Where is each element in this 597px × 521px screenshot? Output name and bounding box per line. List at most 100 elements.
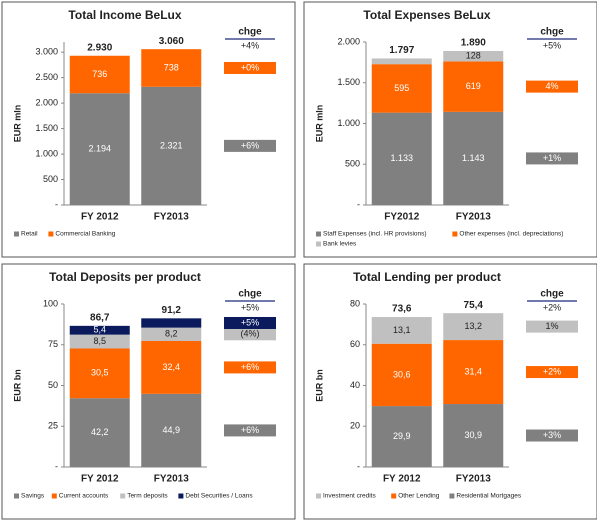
change-box (224, 361, 276, 374)
bar-segment (69, 93, 130, 205)
change-header: chge (540, 27, 564, 38)
change-header: chge (238, 27, 262, 38)
legend-swatch (316, 493, 321, 499)
y-tick-label: - (357, 199, 360, 209)
y-tick-label: 80 (350, 298, 360, 308)
legend-label: Retail (21, 231, 38, 238)
change-box (526, 152, 578, 165)
bar-segment (371, 406, 432, 467)
change-label: +6% (241, 362, 259, 372)
legend-label: Debt Securities / Loans (185, 493, 253, 500)
legend-label: Commercial Banking (55, 231, 115, 238)
bar-segment (371, 58, 432, 65)
total-change: +5% (241, 302, 259, 312)
value-label: 13,2 (464, 321, 482, 331)
value-label: 30,9 (464, 430, 482, 440)
change-box (224, 61, 276, 74)
value-label: 595 (394, 83, 409, 93)
y-tick-label: 40 (350, 380, 360, 390)
legend-swatch (51, 493, 57, 499)
total-label: 1.890 (461, 38, 486, 49)
y-tick-label: - (357, 461, 360, 471)
y-tick-label: 500 (43, 174, 58, 184)
y-axis-label: EUR mln (12, 105, 22, 143)
y-axis-label: EUR bn (314, 369, 324, 402)
panel-border (1, 1, 296, 258)
change-label: (4%) (240, 329, 259, 339)
chart-title: Total Deposits per product (49, 270, 201, 284)
value-label: 5,4 (93, 325, 106, 335)
value-label: 8,2 (165, 329, 178, 339)
bar-segment (443, 61, 504, 112)
bar-segment (69, 55, 130, 94)
bar-segment (141, 327, 202, 342)
change-label: +3% (543, 430, 561, 440)
change-box (526, 366, 578, 379)
legend-label: Current accounts (59, 493, 109, 500)
y-tick-label: - (55, 199, 58, 209)
x-tick-label: FY 2012 (81, 474, 119, 485)
legend-label: Savings (21, 493, 45, 500)
value-label: 44,9 (162, 425, 180, 435)
x-tick-label: FY2012 (384, 212, 419, 223)
change-box (224, 328, 276, 341)
change-label: +2% (543, 366, 561, 376)
x-tick-label: FY 2012 (81, 212, 119, 223)
value-label: 2.321 (160, 140, 183, 150)
legend-swatch (120, 493, 126, 499)
total-label: 91,2 (162, 305, 182, 316)
change-label: +1% (543, 153, 561, 163)
y-tick-label: - (55, 461, 58, 471)
bar-segment (69, 348, 130, 399)
panel-border (1, 263, 296, 520)
y-tick-label: 1.000 (35, 148, 58, 158)
legend-swatch (14, 231, 19, 237)
change-label: +6% (241, 425, 259, 435)
bar-segment (443, 111, 504, 205)
value-label: 1.133 (390, 153, 413, 163)
bar-segment (141, 341, 202, 394)
x-tick-label: FY 2012 (383, 474, 421, 485)
change-box (526, 80, 578, 93)
y-tick-label: 20 (350, 421, 360, 431)
bar-segment (69, 334, 130, 349)
y-tick-label: 2.000 (35, 98, 58, 108)
legend-swatch (391, 493, 397, 499)
change-label: +5% (241, 317, 259, 327)
bar-segment (371, 317, 432, 344)
legend-label: Bank levies (323, 241, 357, 248)
total-change: +5% (543, 40, 561, 50)
legend-label: Investment credits (323, 493, 376, 500)
legend-label: Other expenses (incl. depreciations) (459, 231, 563, 238)
change-header: chge (540, 289, 564, 300)
bar-segment (141, 393, 202, 467)
change-box (526, 320, 578, 333)
total-change: +2% (543, 302, 561, 312)
value-label: 32,4 (162, 362, 180, 372)
y-tick-label: 3.000 (35, 47, 58, 57)
value-label: 128 (466, 51, 481, 61)
y-tick-label: 1.000 (337, 118, 360, 128)
legend-swatch (449, 493, 455, 499)
value-label: 738 (164, 62, 179, 72)
bar-segment (371, 64, 432, 113)
legend-label: Other Lending (398, 493, 440, 500)
y-tick-label: 2.500 (35, 72, 58, 82)
legend-swatch (316, 241, 321, 247)
bar-segment (371, 343, 432, 407)
y-tick-label: 25 (48, 421, 58, 431)
panel-border (303, 263, 597, 520)
change-header: chge (238, 289, 262, 300)
x-tick-label: FY2013 (154, 474, 189, 485)
bar-segment (69, 398, 130, 467)
x-tick-label: FY2013 (154, 212, 189, 223)
bar-segment (443, 313, 504, 341)
total-label: 2.930 (87, 42, 112, 53)
total-label: 3.060 (159, 36, 184, 47)
bar-segment (443, 404, 504, 467)
legend-label: Residential Mortgages (456, 493, 521, 500)
y-tick-label: 1.500 (337, 77, 360, 87)
bar-segment (69, 325, 130, 335)
y-axis-label: EUR mln (314, 105, 324, 143)
change-box (224, 316, 276, 329)
